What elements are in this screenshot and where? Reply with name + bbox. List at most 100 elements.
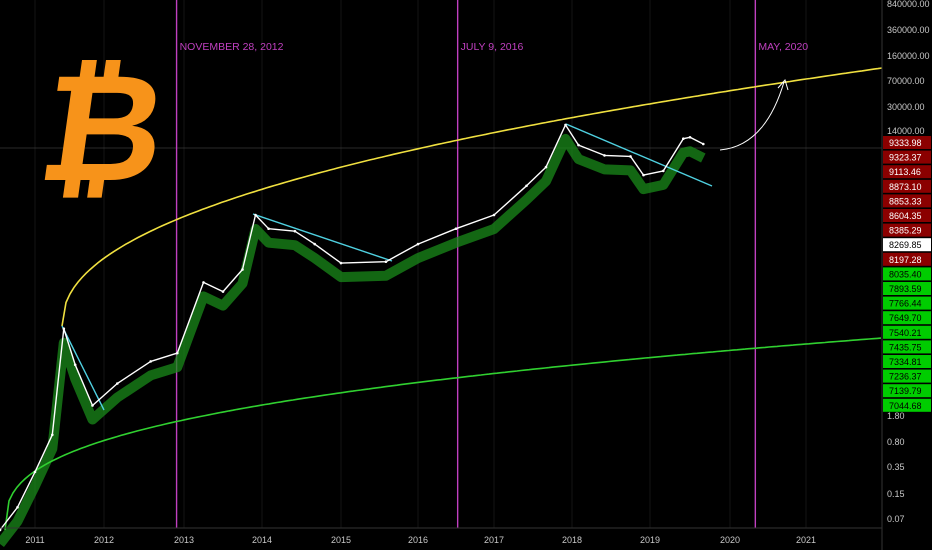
price-point — [702, 142, 705, 146]
price-tag-label: 8873.10 — [889, 182, 922, 192]
trendline — [61, 325, 105, 411]
price-tag-label: 8197.28 — [889, 255, 922, 265]
price-point — [176, 351, 179, 355]
price-point — [116, 382, 119, 385]
upper-resistance-curve — [61, 67, 883, 327]
price-point — [313, 242, 317, 246]
price-point — [267, 227, 270, 230]
price-point — [221, 290, 225, 293]
price-point — [51, 433, 54, 437]
price-point — [454, 227, 458, 230]
halving-label: JULY 9, 2016 — [461, 41, 524, 53]
x-tick-label: 2012 — [94, 535, 114, 545]
y-tick-label: 1.80 — [887, 411, 905, 421]
price-tag-box — [883, 325, 931, 339]
y-tick-label: 360000.00 — [887, 25, 930, 35]
price-tag-box — [883, 398, 931, 412]
x-tick-label: 2014 — [252, 535, 272, 545]
price-point — [339, 261, 343, 265]
vertical-grid — [0, 0, 882, 528]
price-tag-box — [883, 384, 931, 398]
price-point — [492, 213, 496, 217]
bitcoin-logo: ₿ — [30, 41, 177, 216]
halving-label: NOVEMBER 28, 2012 — [180, 41, 284, 53]
trendline — [565, 123, 713, 187]
price-point — [62, 327, 66, 331]
price-tag-box — [883, 136, 931, 149]
y-tick-label: 70000.00 — [887, 76, 925, 86]
y-tick-label: 0.80 — [887, 437, 905, 447]
price-point — [73, 363, 77, 367]
trendline — [252, 213, 393, 262]
price-tag-label: 7236.37 — [889, 372, 922, 382]
price-tag-label: 7540.21 — [889, 328, 922, 338]
price-point — [91, 404, 94, 407]
price-tag-label: 9323.37 — [889, 153, 922, 163]
price-point — [544, 165, 548, 169]
price-point — [603, 154, 606, 157]
price-tag-label: 7139.79 — [889, 386, 922, 396]
x-tick-label: 2011 — [25, 535, 44, 545]
price-point — [564, 123, 567, 127]
price-tag-box — [883, 238, 931, 252]
price-point — [577, 143, 580, 147]
price-tag-box — [883, 179, 931, 193]
price-tag-box — [883, 209, 931, 222]
price-scale-tags: 9333.98 9323.37 9113.46 8873.10 8853.33 8604.… — [883, 136, 931, 412]
x-tick-label: 2019 — [640, 535, 660, 545]
price-tag-label: 7334.81 — [889, 357, 922, 367]
price-tag-box — [883, 296, 931, 310]
y-tick-label: 0.07 — [887, 514, 905, 524]
price-tag-box — [883, 369, 931, 383]
lower-support-curve — [4, 337, 882, 531]
price-tag-label: 7044.68 — [889, 401, 922, 411]
price-tag-box — [883, 282, 931, 295]
y-tick-label: 14000.00 — [887, 126, 925, 136]
price-tag-box — [883, 267, 931, 281]
halving-label: MAY, 2020 — [758, 41, 808, 53]
x-axis: 2011 2012 2013 2014 2015 2016 2017 2018 2019 2020… — [0, 527, 882, 545]
price-point — [293, 229, 297, 233]
price-point — [642, 173, 645, 177]
price-tag-box — [883, 355, 931, 368]
price-tag-label: 8385.29 — [889, 226, 922, 236]
bitcoin-icon: ₿ — [30, 41, 177, 216]
price-tag-label: 8853.33 — [889, 196, 922, 206]
price-series — [0, 123, 705, 532]
price-tag-label: 7766.44 — [889, 299, 922, 309]
halving-labels: NOVEMBER 28, 2012 JULY 9, 2016 MAY, 2020 — [180, 41, 809, 53]
y-tick-label: 0.15 — [887, 489, 905, 499]
price-point — [629, 155, 632, 158]
projection-arrow — [719, 78, 789, 151]
price-tag-label: 7649.70 — [889, 313, 922, 323]
price-tag-label: 9333.98 — [889, 138, 922, 148]
price-point — [149, 360, 152, 363]
y-tick-label: 0.35 — [887, 462, 905, 472]
ma-ribbon-band — [0, 133, 706, 548]
y-tick-label: 30000.00 — [887, 102, 925, 112]
price-point — [688, 136, 692, 139]
trendlines — [61, 123, 713, 411]
y-tick-label: 160000.00 — [887, 51, 930, 61]
price-tag-box — [883, 165, 931, 179]
price-tag-box — [883, 340, 931, 354]
price-tag-label: 8269.85 — [889, 240, 922, 250]
projection-curve — [719, 81, 785, 151]
x-tick-label: 2021 — [796, 535, 816, 545]
projection-arrowhead — [777, 78, 789, 91]
price-point — [0, 528, 2, 532]
price-point — [416, 242, 420, 246]
price-point — [16, 506, 19, 509]
x-tick-label: 2013 — [174, 535, 194, 545]
price-tag-box — [883, 311, 931, 325]
x-tick-label: 2020 — [720, 535, 740, 545]
halving-lines — [175, 0, 757, 528]
ma-ribbon — [0, 133, 706, 548]
x-tick-label: 2017 — [484, 535, 504, 545]
x-tick-label: 2015 — [331, 535, 351, 545]
price-point — [662, 169, 665, 173]
price-tag-label: 9113.46 — [889, 167, 921, 177]
price-point — [33, 470, 37, 474]
